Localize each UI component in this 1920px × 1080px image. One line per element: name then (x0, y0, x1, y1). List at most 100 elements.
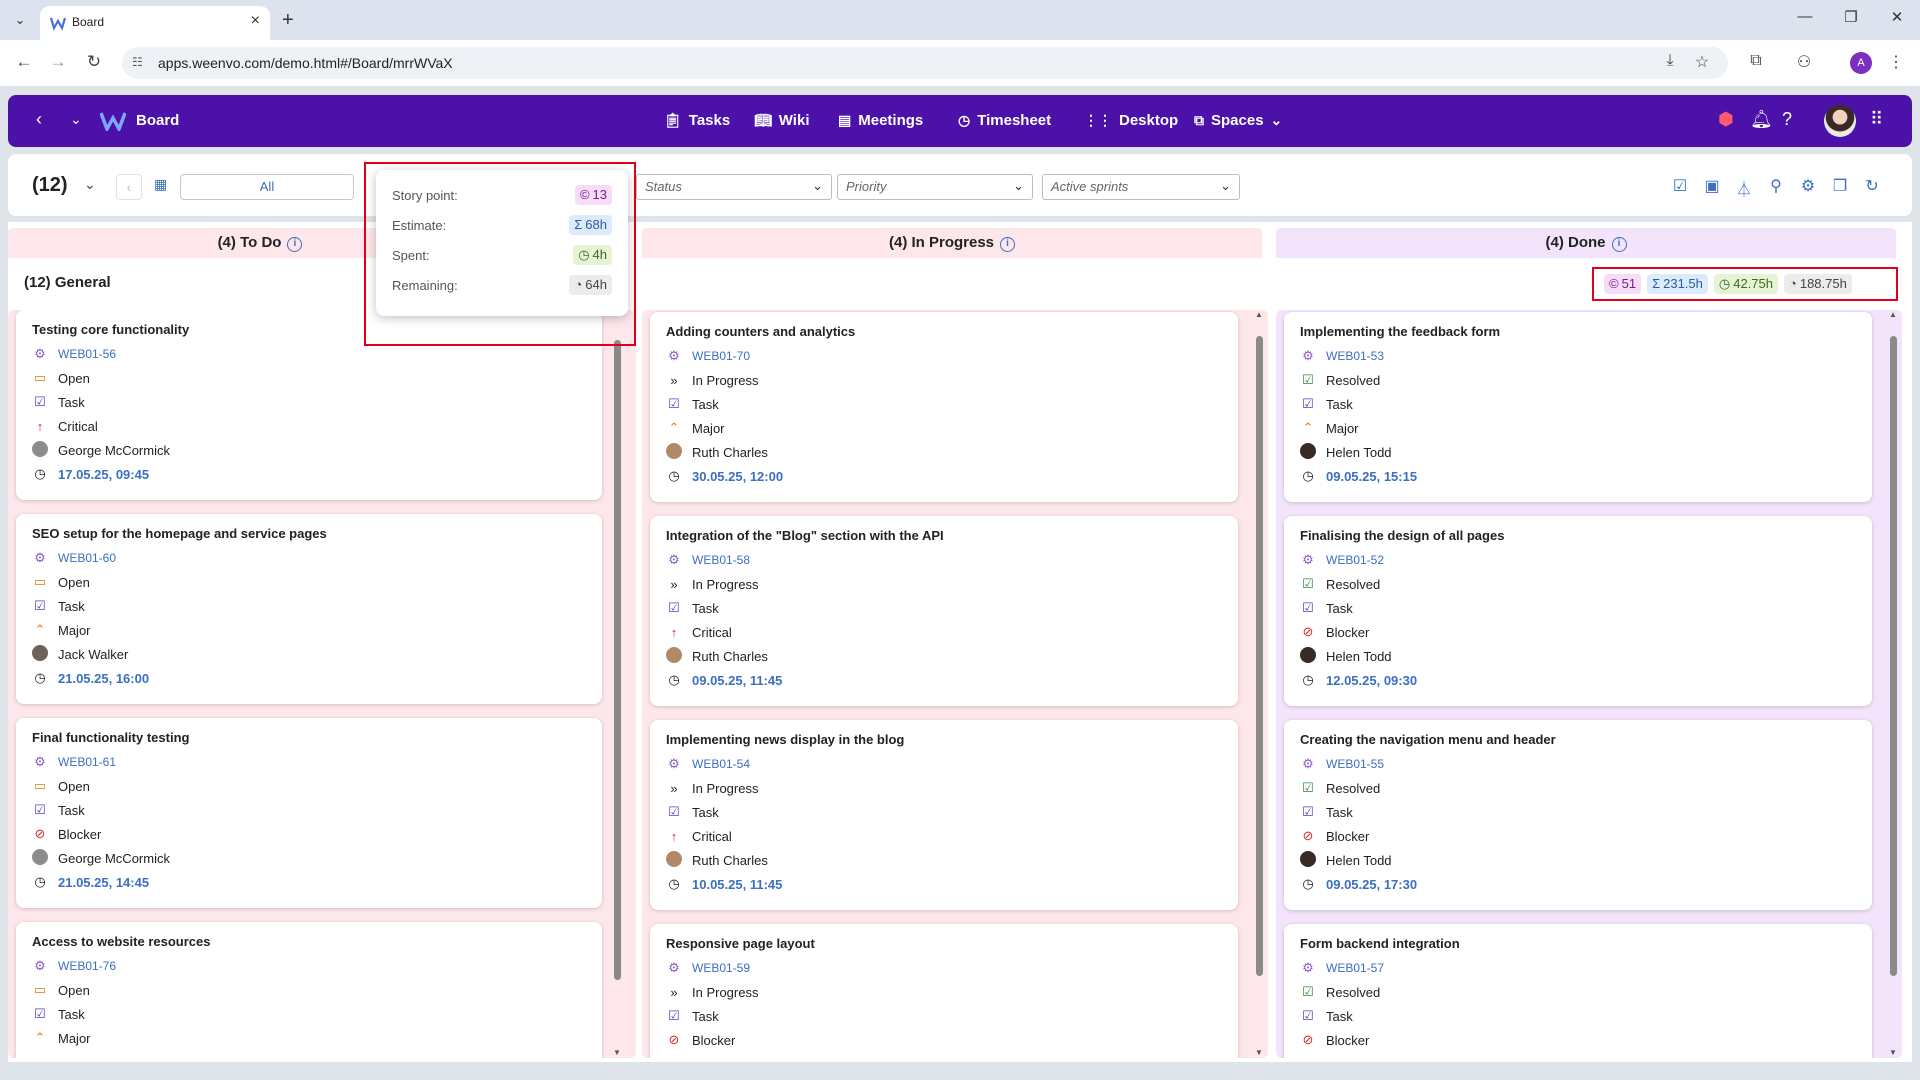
info-icon[interactable]: i (287, 237, 303, 252)
board-settings-icon[interactable]: ▣ (1704, 178, 1720, 195)
column-todo: Testing core functionality ⚙ WEB01-56 ▭ Op… (8, 310, 636, 1058)
nav-meetings[interactable]: ▤ Meetings (838, 112, 923, 129)
browser-forward-icon[interactable]: → (49, 52, 67, 71)
browser-back-icon[interactable]: ← (15, 52, 33, 71)
task-key[interactable]: WEB01-76 (58, 959, 117, 973)
task-key[interactable]: WEB01-52 (1326, 553, 1385, 567)
scroll-down-icon[interactable]: ▼ (613, 1048, 621, 1057)
scrollbar-thumb[interactable] (1890, 336, 1897, 976)
task-key[interactable]: WEB01-55 (1326, 757, 1385, 771)
task-key[interactable]: WEB01-59 (692, 961, 751, 975)
notification-bell-icon[interactable]: 🔔︎ (1750, 109, 1773, 129)
remaining-chip: ◔ 64h (569, 275, 612, 295)
task-card[interactable]: Testing core functionality ⚙ WEB01-56 ▭ Op… (16, 310, 602, 500)
install-app-icon[interactable]: ⤓ (1666, 52, 1674, 69)
extensions-icon[interactable]: ⧉ (1750, 52, 1762, 69)
info-icon[interactable]: i (1000, 237, 1016, 252)
column-scrollbar[interactable]: ▼ (612, 310, 622, 1058)
column-scrollbar[interactable]: ▲ ▼ (1254, 310, 1264, 1058)
scroll-down-icon[interactable]: ▼ (1255, 1048, 1263, 1057)
task-key[interactable]: WEB01-53 (1326, 349, 1385, 363)
gear-icon[interactable]: ⚙ (1800, 178, 1816, 195)
url-field[interactable]: ☷ apps.weenvo.com/demo.html#/Board/mrrWV… (122, 47, 1728, 79)
restore-icon[interactable]: ❐ (1844, 9, 1858, 26)
url-text[interactable]: apps.weenvo.com/demo.html#/Board/mrrWVaX (158, 55, 453, 71)
tab-close-icon[interactable]: × (250, 12, 260, 29)
minimize-icon[interactable]: — (1797, 8, 1813, 25)
task-card[interactable]: Implementing news display in the blog ⚙ W… (650, 720, 1238, 910)
checkbox-icon: ☑ (34, 598, 46, 613)
prev-period-button[interactable]: ‹ (116, 174, 142, 200)
task-card[interactable]: Implementing the feedback form ⚙ WEB01-53… (1284, 312, 1872, 502)
scroll-down-icon[interactable]: ▼ (1889, 1048, 1897, 1057)
task-key[interactable]: WEB01-56 (58, 347, 117, 361)
task-card[interactable]: Finalising the design of all pages ⚙ WEB0… (1284, 516, 1872, 706)
scrollbar-thumb[interactable] (1256, 336, 1263, 976)
app-brand[interactable]: Board (136, 112, 180, 129)
browser-menu-icon[interactable]: ⋮ (1888, 54, 1904, 71)
nav-timesheet[interactable]: ◷ Timesheet (958, 112, 1051, 129)
select-tasks-icon[interactable]: ☑ (1672, 178, 1688, 195)
task-card[interactable]: Adding counters and analytics ⚙ WEB01-70 … (650, 312, 1238, 502)
task-card[interactable]: Access to website resources ⚙ WEB01-76 ▭ O… (16, 922, 602, 1058)
bookmark-star-icon[interactable]: ☆ (1694, 54, 1710, 71)
task-priority: Major (692, 420, 725, 436)
security-shield-icon[interactable]: ⬢ (1718, 109, 1734, 129)
blocked-icon: ⊘ (1302, 1032, 1314, 1047)
browser-tab[interactable]: Board × (40, 6, 270, 40)
scroll-up-icon[interactable]: ▲ (1255, 310, 1263, 319)
nav-desktop[interactable]: ⋮⋮ Desktop (1084, 112, 1178, 129)
info-icon[interactable]: i (1611, 237, 1627, 252)
spent-label: Spent: (392, 247, 430, 263)
priority-select[interactable]: Priority ⌄ (837, 174, 1033, 200)
task-card[interactable]: SEO setup for the homepage and service p… (16, 514, 602, 704)
filter-add-icon[interactable]: ⏃ (1735, 182, 1752, 199)
sprint-select[interactable]: Active sprints ⌄ (1042, 174, 1240, 200)
task-priority: Major (58, 622, 91, 638)
site-info-icon[interactable]: ☷ (132, 55, 143, 69)
tab-search-icon[interactable]: ⌄ (14, 12, 26, 27)
task-card[interactable]: Final functionality testing ⚙ WEB01-61 ▭ O… (16, 718, 602, 908)
window-close-icon[interactable]: ✕ (1890, 9, 1904, 26)
new-tab-icon[interactable]: + (282, 9, 294, 31)
task-card[interactable]: Integration of the "Blog" section with t… (650, 516, 1238, 706)
chevron-down-icon[interactable]: ⌄ (84, 176, 96, 192)
reload-icon[interactable]: ↻ (86, 52, 102, 71)
task-key[interactable]: WEB01-57 (1326, 961, 1385, 975)
issue-count[interactable]: (12) (32, 174, 68, 196)
browser-profile-avatar[interactable]: A (1850, 52, 1872, 74)
task-card[interactable]: Responsive page layout ⚙ WEB01-59 » In Pro… (650, 924, 1238, 1058)
user-avatar[interactable] (1824, 105, 1856, 137)
chevron-down-icon[interactable]: ⌄ (70, 111, 82, 127)
spent-value: 4h (592, 247, 607, 262)
task-key[interactable]: WEB01-60 (58, 551, 117, 565)
scrollbar-thumb[interactable] (614, 340, 621, 980)
scroll-up-icon[interactable]: ▲ (1889, 310, 1897, 319)
group-title[interactable]: (12) General (24, 274, 111, 291)
task-key[interactable]: WEB01-54 (692, 757, 751, 771)
cog-icon: ⚙ (668, 960, 680, 975)
chevron-down-icon: ⌄ (1270, 112, 1283, 128)
task-key[interactable]: WEB01-70 (692, 349, 751, 363)
nav-wiki[interactable]: 📖︎ Wiki (754, 112, 809, 129)
status-select[interactable]: Status ⌄ (636, 174, 832, 200)
help-icon[interactable]: ? (1782, 109, 1793, 129)
back-chevron-icon[interactable]: ‹ (36, 109, 42, 129)
column-scrollbar[interactable]: ▲ ▼ (1888, 310, 1898, 1058)
task-card[interactable]: Creating the navigation menu and header … (1284, 720, 1872, 910)
apps-grid-icon[interactable]: ⠿ (1870, 109, 1884, 129)
period-input[interactable]: All (180, 174, 354, 200)
task-key[interactable]: WEB01-58 (692, 553, 751, 567)
refresh-icon[interactable]: ↻ (1865, 178, 1879, 195)
copy-icon[interactable]: ❐ (1832, 178, 1848, 195)
sprint-run-icon[interactable]: ⚲ (1770, 178, 1782, 195)
nav-spaces[interactable]: ⧉ Spaces ⌄ (1194, 112, 1282, 129)
task-due: 21.05.25, 14:45 (58, 874, 150, 890)
board-toolbar: (12) ⌄ ‹ ▦ All Status ⌄ Priority ⌄ Active … (8, 154, 1912, 216)
nav-tasks[interactable]: 📋︎ Tasks (664, 112, 730, 129)
calendar-icon[interactable]: ▦ (154, 176, 168, 192)
task-card[interactable]: Form backend integration ⚙ WEB01-57 ☑ Reso… (1284, 924, 1872, 1058)
spaces-icon: ⧉ (1194, 112, 1204, 128)
incognito-icon[interactable]: ⚇ (1796, 54, 1812, 71)
task-key[interactable]: WEB01-61 (58, 755, 117, 769)
